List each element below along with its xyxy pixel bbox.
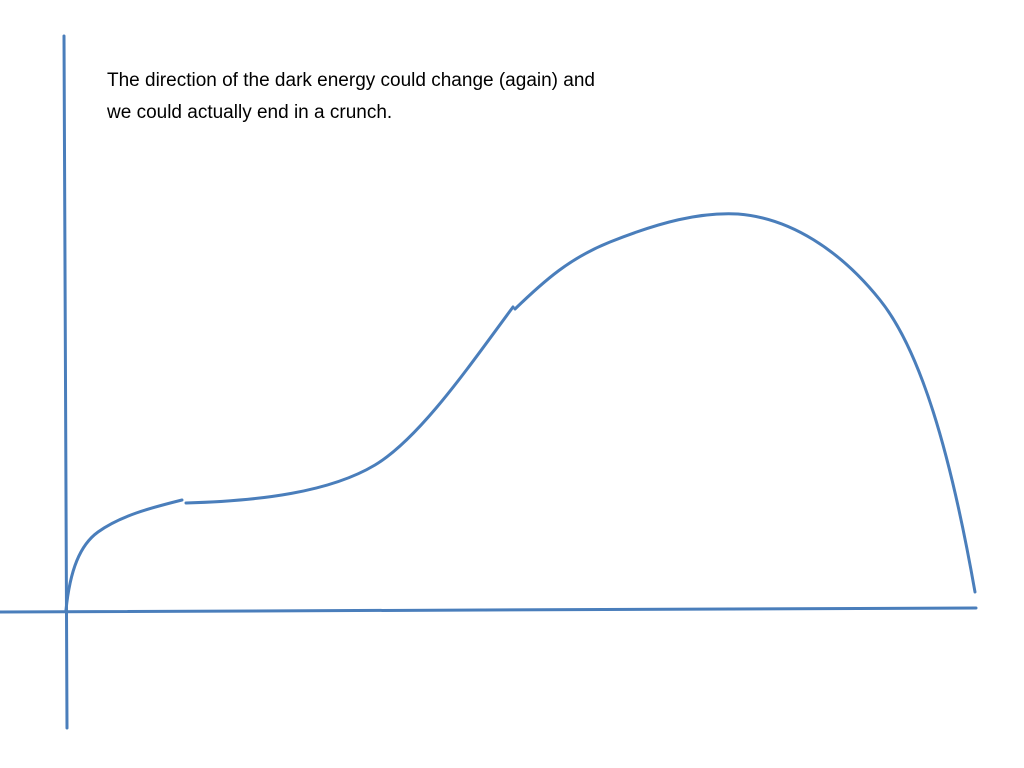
vertical-axis xyxy=(62,34,69,730)
horizontal-axis xyxy=(0,606,978,614)
curve-segment xyxy=(513,212,977,594)
curve-segment xyxy=(184,305,515,505)
caption-line: we could actually end in a crunch. xyxy=(106,102,392,123)
caption-line: The direction of the dark energy could c… xyxy=(107,70,595,91)
curve-segment xyxy=(64,498,184,612)
